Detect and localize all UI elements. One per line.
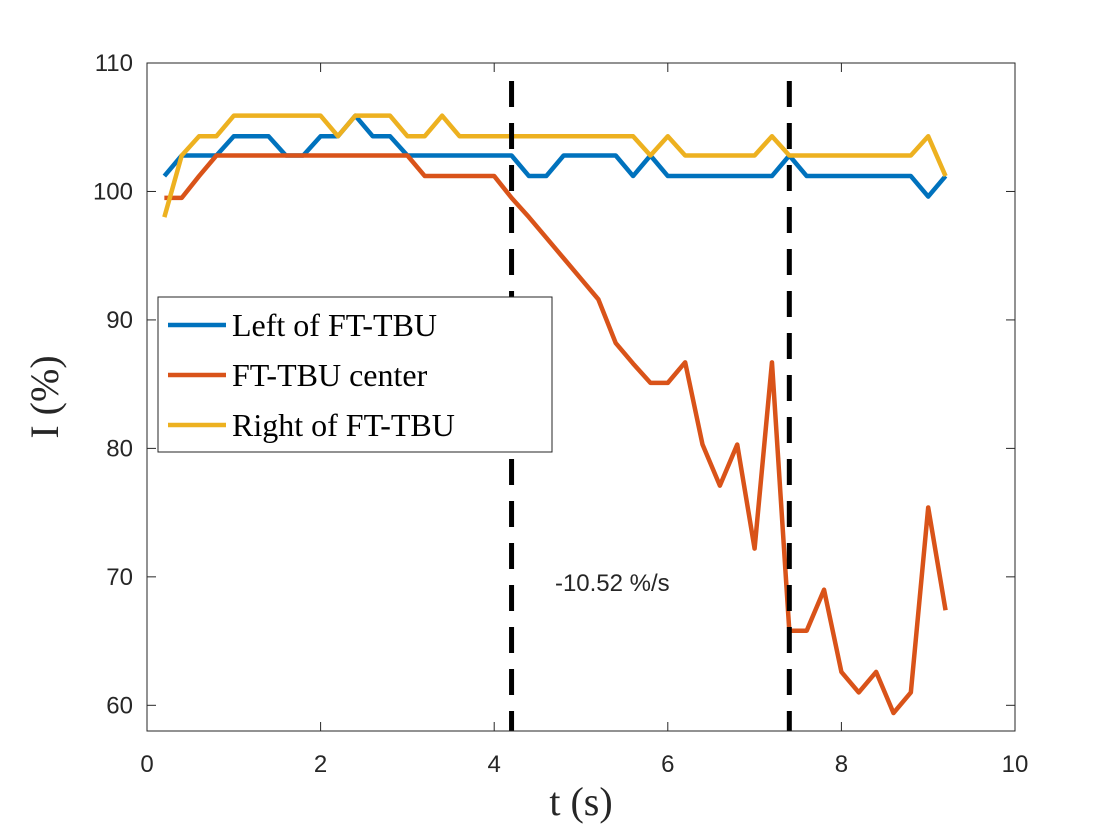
y-tick-label: 80 <box>106 435 133 462</box>
y-tick-label: 90 <box>106 307 133 334</box>
legend-label: FT-TBU center <box>232 357 428 393</box>
y-tick-label: 100 <box>93 178 133 205</box>
y-tick-label: 60 <box>106 692 133 719</box>
x-tick-label: 0 <box>140 751 153 778</box>
legend-label: Right of FT-TBU <box>232 407 455 443</box>
x-tick-label: 4 <box>488 751 501 778</box>
data-line <box>162 113 948 218</box>
data-line <box>164 153 948 716</box>
y-tick-label: 110 <box>95 50 133 77</box>
x-tick-label: 8 <box>835 751 848 778</box>
x-tick-label: 10 <box>1002 751 1029 778</box>
x-tick-label: 2 <box>314 751 327 778</box>
x-tick-label: 6 <box>661 751 674 778</box>
legend-label: Left of FT-TBU <box>232 307 437 343</box>
y-axis-title: I (%) <box>22 355 67 438</box>
y-tick-label: 70 <box>106 564 133 591</box>
x-axis-title: t (s) <box>549 779 612 824</box>
axes-box <box>146 62 1016 732</box>
annotation: -10.52 %/s <box>555 570 670 597</box>
